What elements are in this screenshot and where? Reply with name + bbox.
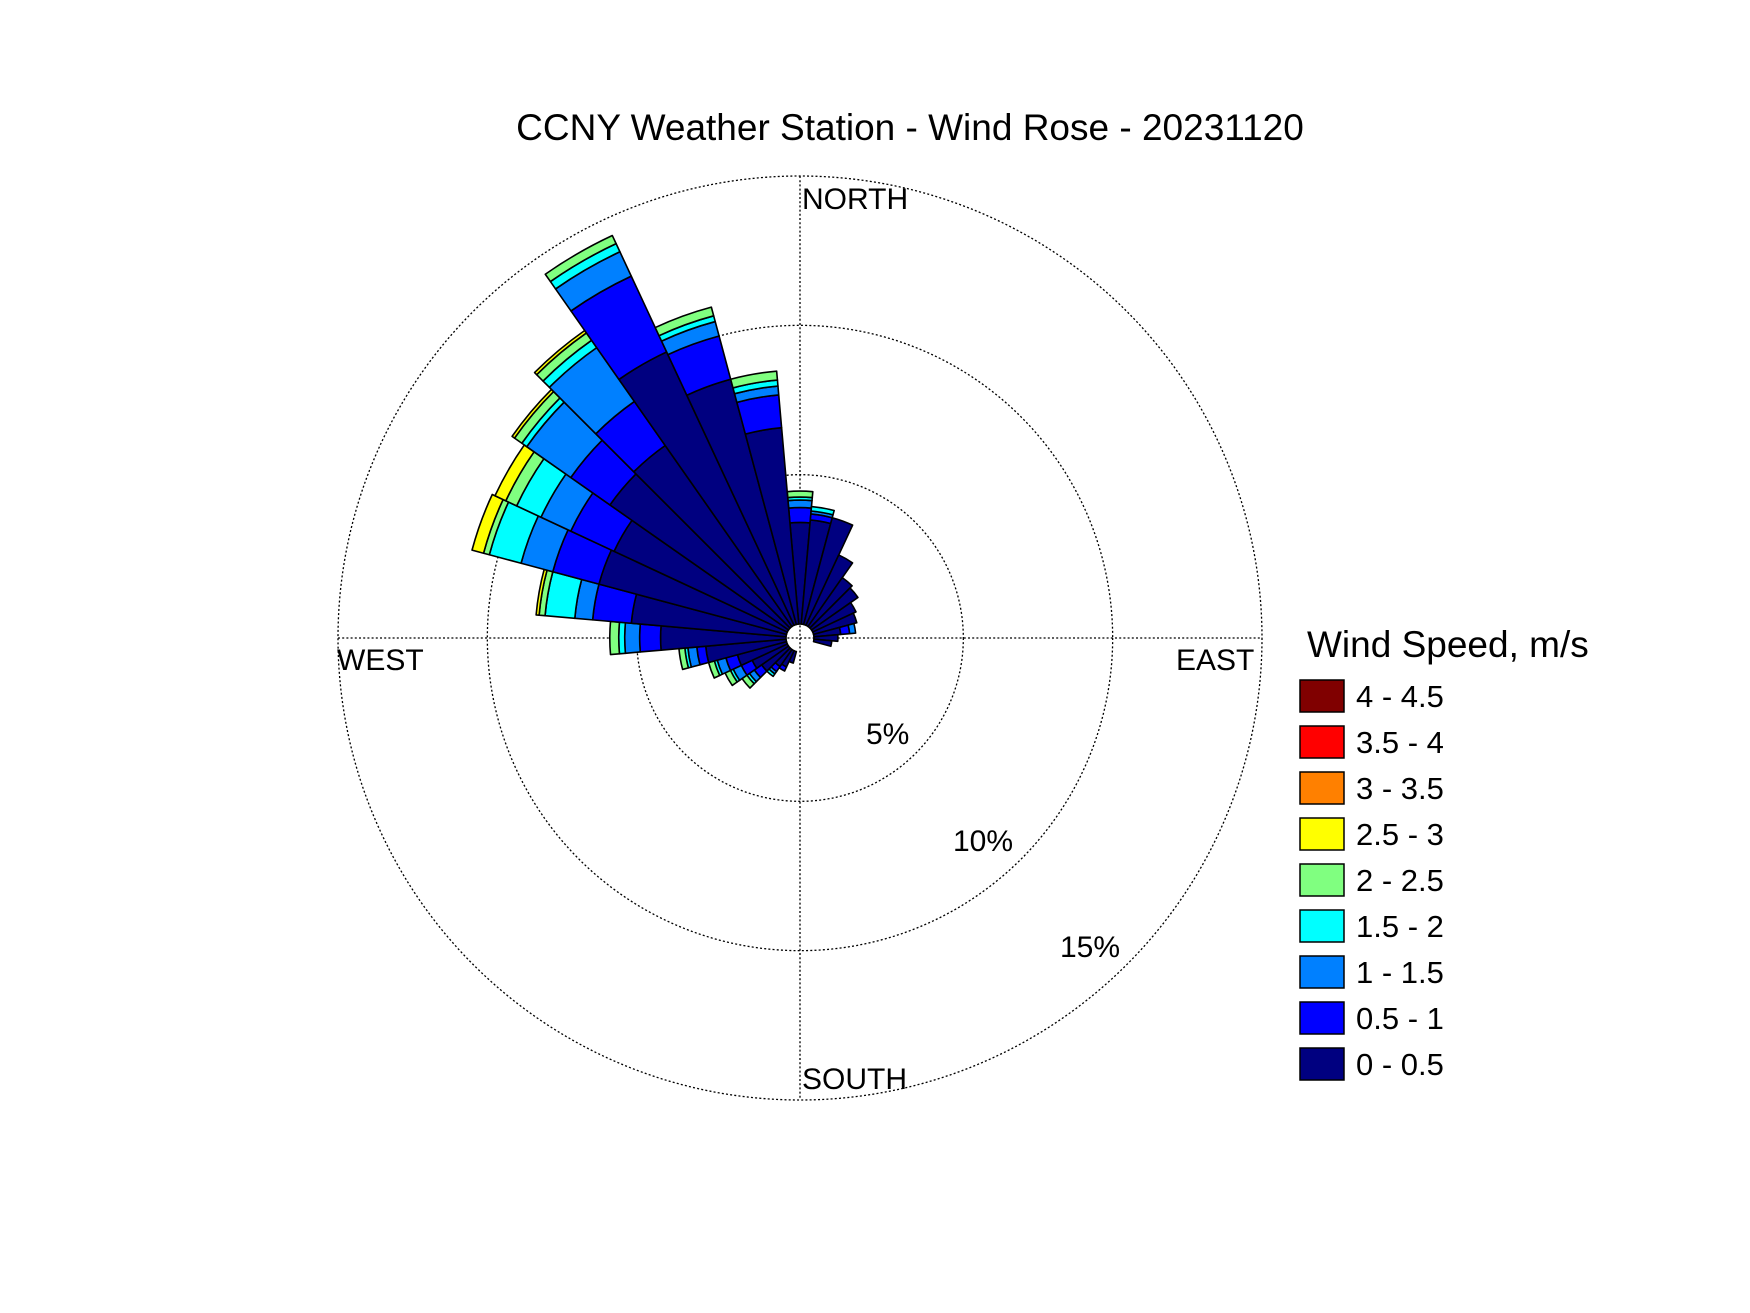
petal-350-2-2_5 [729,370,779,389]
ring-label-10: 10% [953,825,1013,858]
legend-title: Wind Speed, m/s [1307,624,1589,665]
legend-label-6: 1 - 1.5 [1356,955,1444,990]
petal-0-1-1_5 [787,499,813,509]
legend-label-4: 2 - 2.5 [1356,863,1444,898]
legend-swatch-0 [1299,679,1345,713]
petal-60-0-0_5 [810,601,857,633]
polar-grid [337,175,1263,1101]
petal-100-0-0_5 [812,638,833,648]
legend-swatch-5 [1299,909,1345,943]
legend-swatch-4 [1299,863,1345,897]
legend: 4 - 4.5 3.5 - 4 3 - 3.5 2.5 - 3 2 - 2.5 1.5 -… [1299,679,1444,1082]
legend-swatch-1 [1299,725,1345,759]
petal-50-0-0_5 [809,587,859,631]
petal-10-1_5-2 [810,505,835,516]
legend-label-7: 0.5 - 1 [1356,1001,1444,1036]
compass-label-east: EAST [1176,644,1254,677]
petal-330-2-2_5 [544,234,617,283]
legend-label-0: 4 - 4.5 [1356,679,1444,714]
legend-swatch-3 [1299,817,1345,851]
compass-label-north: NORTH [802,183,908,216]
wind-petals [471,234,859,689]
legend-swatch-8 [1299,1047,1345,1081]
petal-340-2-2_5 [654,306,715,337]
legend-label-1: 3.5 - 4 [1356,725,1444,760]
petal-290-2_5-3 [471,493,504,555]
legend-swatch-6 [1299,955,1345,989]
petal-30-0-0_5 [805,554,854,628]
legend-swatch-2 [1299,771,1345,805]
petal-80-1-1_5 [847,622,857,635]
petal-0-2-2_5 [786,490,814,499]
ring-label-15: 15% [1060,931,1120,964]
chart-title: CCNY Weather Station - Wind Rose - 20231… [516,107,1304,148]
compass-label-west: WEST [337,644,424,677]
petal-70-0-0_5 [811,612,858,636]
petal-40-0-0_5 [807,576,853,629]
petal-270-0_5-1 [638,623,662,653]
legend-swatch-7 [1299,1001,1345,1035]
petal-270-2-2_5 [608,620,621,656]
legend-label-2: 3 - 3.5 [1356,771,1444,806]
petal-20-0-0_5 [802,516,854,627]
petal-0-0_5-1 [787,506,813,524]
petal-270-1-1_5 [623,621,642,655]
legend-label-5: 1.5 - 2 [1356,909,1444,944]
legend-label-3: 2.5 - 3 [1356,817,1444,852]
legend-label-8: 0 - 0.5 [1356,1047,1444,1082]
ring-label-5: 5% [866,718,909,751]
compass-label-south: SOUTH [802,1063,907,1096]
